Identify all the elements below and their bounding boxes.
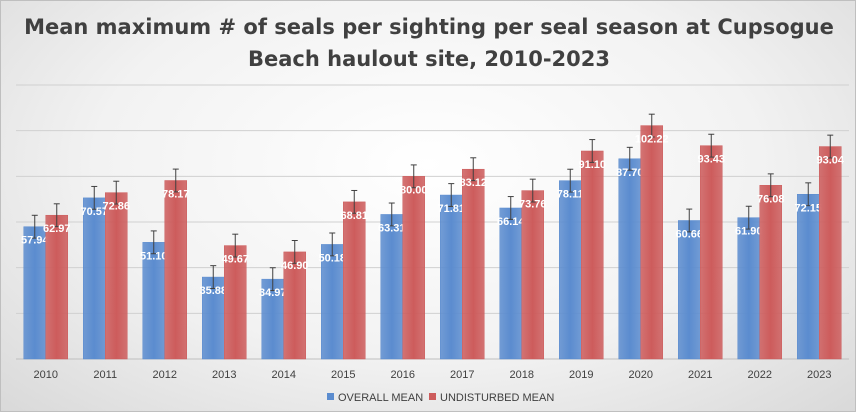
- bar-undisturbed-2011: [105, 192, 128, 360]
- bar-overall-2019: [559, 180, 582, 360]
- data-label: 87.70: [616, 167, 644, 179]
- data-label: 80.00: [400, 184, 428, 196]
- bar-undisturbed-2017: [462, 168, 485, 360]
- x-tick-label: 2014: [272, 369, 296, 381]
- data-label: 51.10: [140, 250, 168, 262]
- x-tick-label: 2017: [450, 369, 474, 381]
- x-tick-label: 2019: [569, 369, 593, 381]
- x-tick-label: 2018: [510, 369, 534, 381]
- data-label: 102.22: [635, 134, 669, 146]
- bar-undisturbed-2020: [640, 125, 663, 360]
- bar-overall-2011: [83, 197, 106, 360]
- data-label: 72.15: [794, 202, 822, 214]
- data-label: 76.08: [757, 193, 785, 205]
- bar-overall-2017: [440, 194, 463, 360]
- data-label: 72.86: [102, 201, 130, 213]
- legend-label-undisturbed: UNDISTURBED MEAN: [440, 392, 554, 404]
- data-label: 78.11: [557, 189, 584, 201]
- bar-undisturbed-2016: [402, 176, 425, 360]
- data-label: 71.81: [437, 203, 465, 215]
- bar-undisturbed-2019: [581, 150, 604, 360]
- data-label: 57.94: [21, 235, 49, 247]
- data-label: 73.76: [519, 199, 547, 211]
- x-tick-label: 2020: [629, 369, 653, 381]
- data-label: 83.12: [459, 177, 487, 189]
- bar-undisturbed-2018: [521, 190, 544, 360]
- data-label: 93.43: [697, 154, 725, 166]
- bar-overall-2018: [499, 207, 522, 360]
- data-label: 70.57: [80, 206, 108, 218]
- chart-title-line-2: Beach haulout site, 2010-2023: [247, 47, 610, 71]
- chart-title-line-1: Mean maximum # of seals per sighting per…: [24, 15, 834, 39]
- x-tick-label: 2012: [153, 369, 177, 381]
- bar-undisturbed-2022: [759, 185, 782, 360]
- data-label: 50.18: [318, 252, 346, 264]
- bar-undisturbed-2015: [343, 201, 366, 360]
- x-tick-label: 2011: [93, 369, 117, 381]
- data-label: 34.97: [259, 287, 287, 299]
- data-label: 68.81: [340, 210, 368, 222]
- bar-overall-2020: [618, 158, 641, 360]
- chart-title: Mean maximum # of seals per sighting per…: [1, 11, 856, 75]
- x-tick-label: 2010: [34, 369, 58, 381]
- x-tick-label: 2021: [688, 369, 712, 381]
- x-tick-label: 2015: [331, 369, 355, 381]
- data-label: 93.04: [816, 155, 844, 167]
- data-label: 46.90: [281, 260, 309, 272]
- bar-undisturbed-2010: [45, 214, 68, 360]
- x-tick-label: 2023: [807, 369, 831, 381]
- data-label: 63.31: [378, 222, 406, 234]
- bar-overall-2022: [737, 217, 760, 360]
- data-label: 60.66: [675, 228, 703, 240]
- data-label: 78.17: [162, 189, 190, 201]
- legend-swatch-overall: [327, 393, 334, 400]
- x-tick-label: 2013: [212, 369, 236, 381]
- legend-swatch-undisturbed: [429, 393, 436, 400]
- bar-undisturbed-2023: [819, 146, 842, 360]
- data-label: 91.10: [578, 159, 606, 171]
- data-label: 35.88: [199, 285, 227, 297]
- x-tick-label: 2016: [391, 369, 415, 381]
- bar-overall-2023: [797, 194, 820, 360]
- data-label: 62.97: [43, 223, 71, 235]
- bar-undisturbed-2021: [700, 145, 723, 360]
- data-label: 66.14: [497, 216, 525, 228]
- bar-overall-2021: [678, 220, 701, 360]
- legend-label-overall: OVERALL MEAN: [338, 392, 423, 404]
- data-label: 61.90: [735, 226, 763, 238]
- bar-overall-2016: [380, 214, 403, 360]
- bar-undisturbed-2012: [164, 180, 187, 360]
- x-tick-label: 2022: [748, 369, 772, 381]
- data-label: 49.67: [221, 254, 249, 266]
